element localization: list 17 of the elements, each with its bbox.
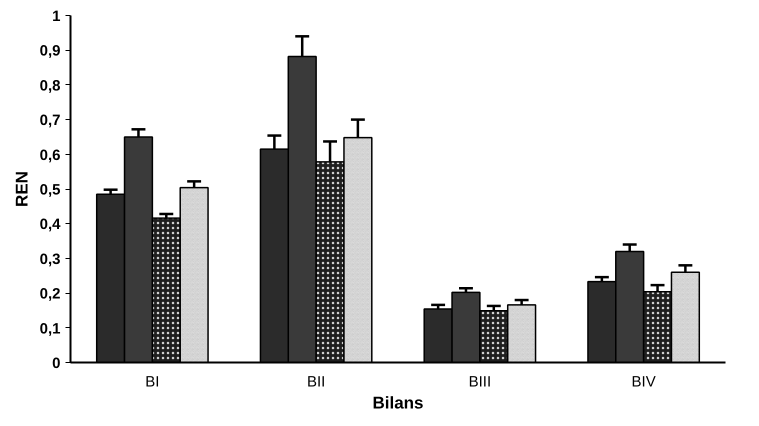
y-tick-label: 1 [52, 8, 60, 25]
x-tick-label: BIII [468, 374, 492, 390]
y-tick-label: 0,2 [40, 286, 61, 303]
x-axis-title: Bilans [372, 394, 424, 412]
x-tick-label: BIV [632, 374, 656, 390]
y-tick-label: 0,6 [40, 146, 61, 164]
y-tick-label: 0,8 [40, 77, 61, 94]
y-tick-label: 0,9 [40, 42, 61, 60]
y-tick-label: 0,1 [40, 320, 61, 338]
y-axis-title: REN [12, 171, 32, 207]
x-tick-label: BI [145, 374, 160, 390]
y-tick-label: 0,3 [40, 250, 61, 268]
y-tick-label: 0 [52, 355, 60, 372]
y-tick-label: 0,5 [40, 182, 61, 198]
x-tick-label: BII [306, 374, 326, 390]
y-tick-label: 0,4 [40, 216, 62, 234]
y-tick-label: 0,7 [40, 112, 61, 130]
